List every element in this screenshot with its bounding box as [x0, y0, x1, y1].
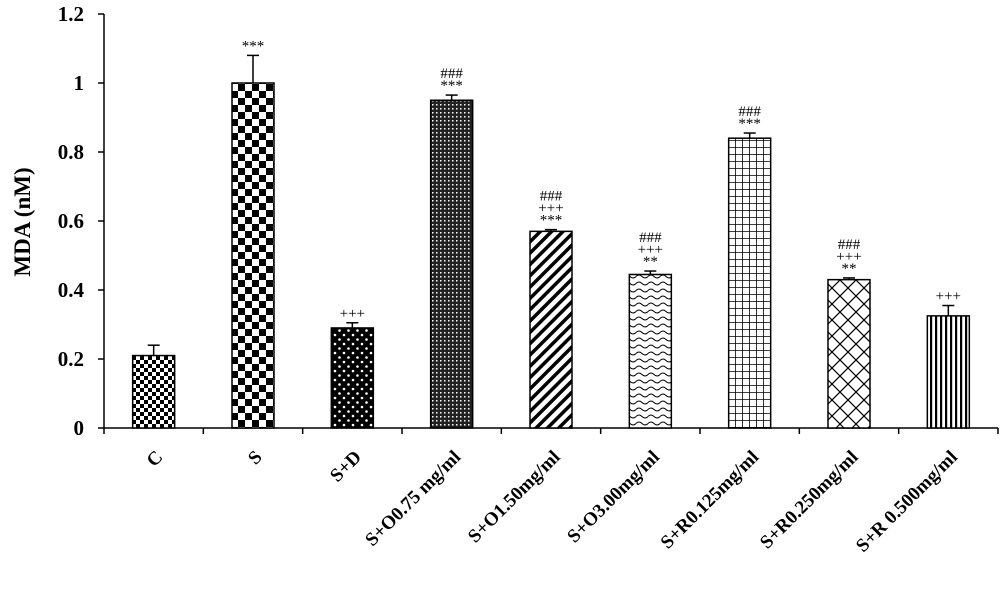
bar [330, 327, 375, 429]
significance-label: +++ [836, 249, 861, 265]
significance-label: +++ [340, 306, 365, 322]
category-label: S+O0.75 mg/ml [361, 447, 465, 551]
significance-label: ### [540, 189, 563, 205]
y-tick-label: 0.4 [58, 278, 85, 302]
significance-label: ### [440, 66, 463, 82]
bar [628, 273, 673, 429]
significance-label: ### [738, 104, 761, 120]
y-tick-label: 1.2 [58, 2, 84, 26]
category-label: S [244, 447, 266, 469]
y-tick-label: 1 [74, 71, 85, 95]
significance-label: *** [738, 116, 761, 132]
significance-label: ### [639, 230, 662, 246]
bar [727, 137, 772, 429]
y-tick-label: 0.8 [58, 140, 84, 164]
significance-label: ** [842, 261, 857, 277]
significance-label: ### [838, 237, 861, 253]
bar [529, 230, 573, 429]
significance-label: *** [540, 213, 563, 229]
significance-label: +++ [638, 242, 663, 258]
significance-label: *** [242, 38, 265, 54]
category-label: S+O3.00mg/ml [563, 447, 664, 548]
bar [131, 354, 176, 429]
category-label: S+D [326, 447, 366, 487]
y-tick-label: 0.6 [58, 209, 84, 233]
category-label: S+R0.250mg/ml [756, 447, 862, 553]
significance-label: +++ [936, 289, 961, 305]
category-label: C [143, 447, 168, 472]
bar [827, 278, 871, 429]
significance-label: *** [440, 78, 463, 94]
bar [926, 315, 971, 429]
significance-label: +++ [538, 201, 563, 217]
category-label: S+R0.125mg/ml [657, 447, 763, 553]
bar [231, 82, 275, 429]
bar [429, 99, 474, 429]
y-tick-label: 0.2 [58, 347, 84, 371]
category-label: S+O1.50mg/ml [464, 447, 565, 548]
y-axis-label-group: MDA (nM) [10, 167, 35, 276]
category-label: S+R 0.500mg/ml [852, 447, 962, 557]
y-tick-label: 0 [74, 416, 85, 440]
significance-label: ** [643, 254, 658, 270]
bars: ***+++###***###+++***###+++**###***###++… [131, 38, 971, 429]
category-labels: C S S+DS+O0.75 mg/mlS+O1.50mg/mlS+O3.00mg/… [143, 447, 962, 557]
y-axis-label: MDA (nM) [10, 167, 35, 276]
